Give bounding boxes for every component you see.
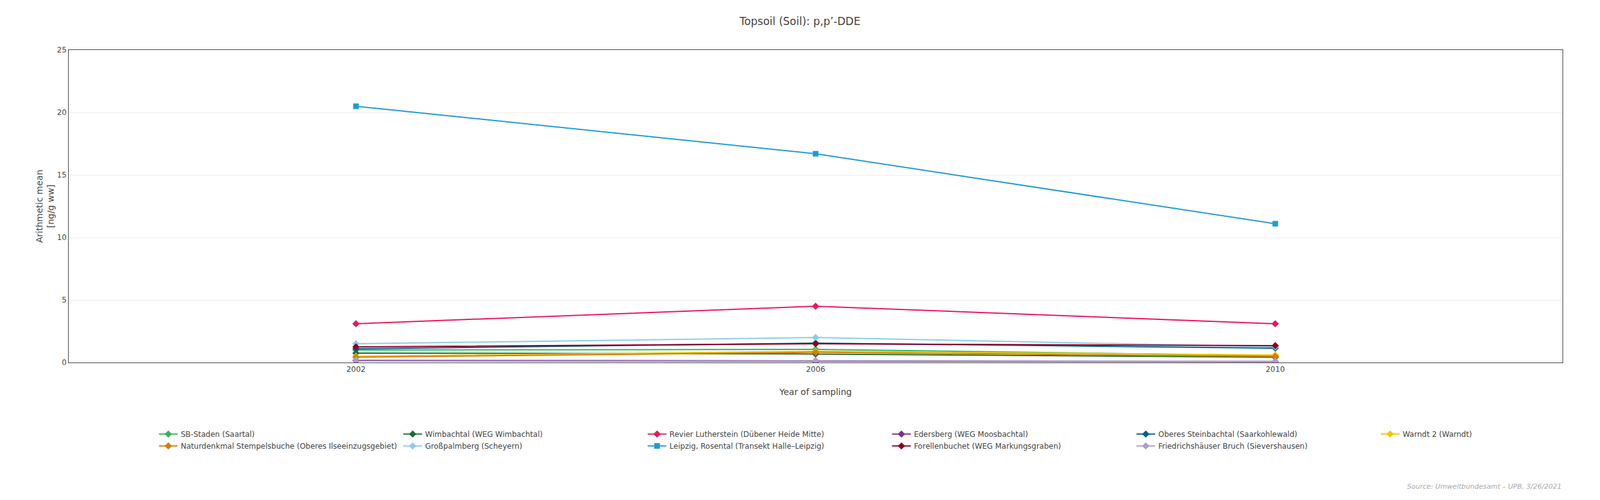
svg-text:Forellenbuchet (WEG Markungsgr: Forellenbuchet (WEG Markungsgraben) [913, 441, 1062, 451]
svg-text:20: 20 [56, 108, 67, 117]
svg-text:Wimbachtal (WEG Wimbachtal): Wimbachtal (WEG Wimbachtal) [425, 429, 543, 439]
svg-text:15: 15 [56, 170, 67, 180]
svg-text:2010: 2010 [1265, 364, 1286, 374]
svg-text:Source: Umweltbundesamt – UPB,: Source: Umweltbundesamt – UPB, 3/26/2021 [1407, 482, 1562, 491]
svg-text:Year of sampling: Year of sampling [778, 386, 852, 397]
svg-text:Friedrichshäuser Bruch (Siever: Friedrichshäuser Bruch (Sievershausen) [1158, 441, 1308, 451]
svg-text:2002: 2002 [346, 364, 366, 374]
svg-text:Warndt 2 (Warndt): Warndt 2 (Warndt) [1402, 429, 1472, 439]
svg-text:Oberes Steinbachtal (Saarkohle: Oberes Steinbachtal (Saarkohlewald) [1158, 429, 1298, 439]
svg-text:Arithmetic mean[ng/g ww]: Arithmetic mean[ng/g ww] [34, 169, 56, 243]
svg-text:Naturdenkmal Stempelsbuche (Ob: Naturdenkmal Stempelsbuche (Oberes Ilsee… [181, 441, 398, 451]
svg-text:5: 5 [61, 295, 67, 305]
svg-text:Revier Lutherstein (Dübener He: Revier Lutherstein (Dübener Heide Mitte) [669, 429, 825, 439]
svg-text:SB-Staden (Saartal): SB-Staden (Saartal) [181, 429, 255, 439]
svg-text:Edersberg (WEG Moosbachtal): Edersberg (WEG Moosbachtal) [913, 429, 1028, 439]
svg-text:0: 0 [61, 357, 67, 367]
svg-text:25: 25 [56, 45, 67, 55]
svg-text:Topsoil (Soil): p,p’-DDE: Topsoil (Soil): p,p’-DDE [738, 14, 860, 28]
svg-text:Großpalmberg (Scheyern): Großpalmberg (Scheyern) [425, 441, 523, 451]
svg-text:10: 10 [56, 232, 67, 242]
svg-text:2006: 2006 [806, 364, 826, 374]
svg-text:Leipzig, Rosental (Transekt Ha: Leipzig, Rosental (Transekt Halle–Leipzi… [669, 441, 825, 451]
